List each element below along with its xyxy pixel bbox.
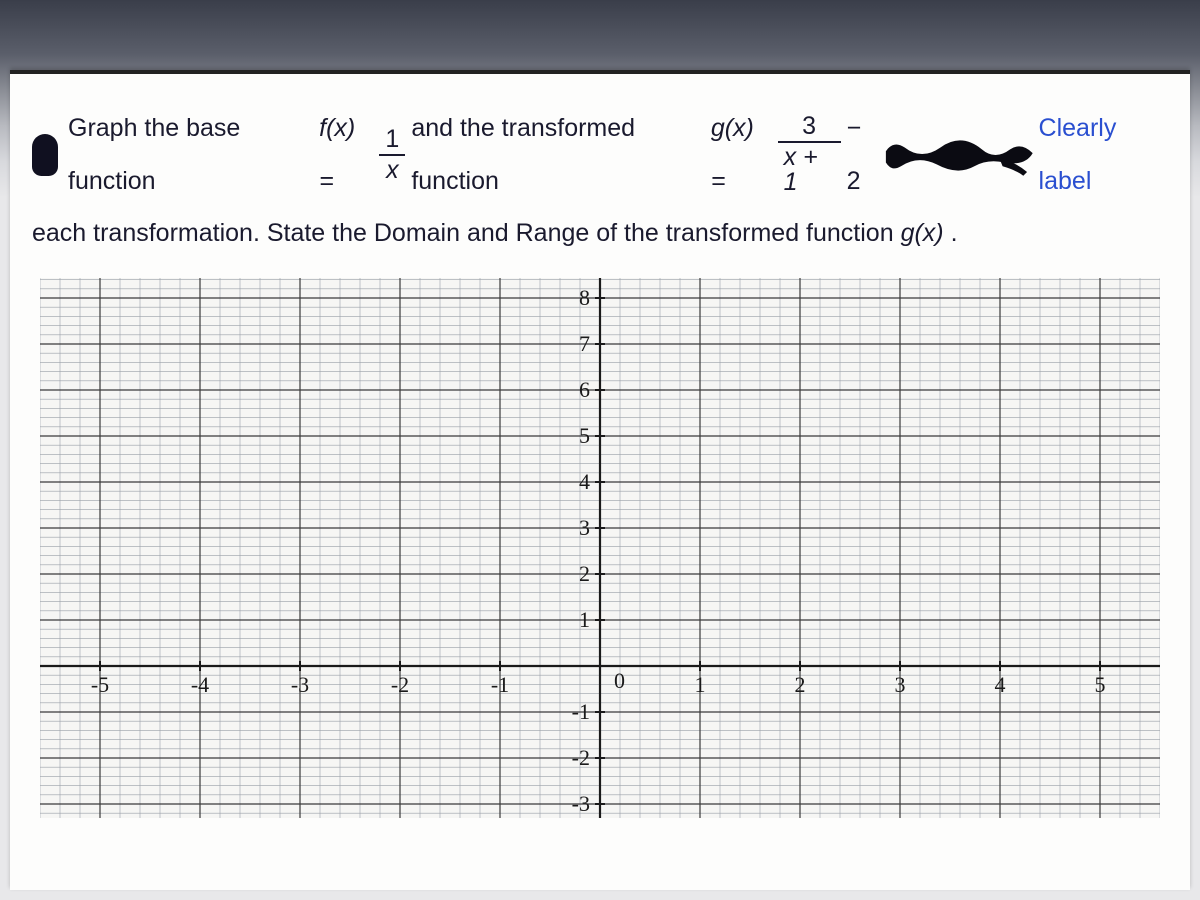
fx-lhs: f(x) = xyxy=(319,102,373,207)
y-tick-label: 2 xyxy=(579,561,590,586)
period: . xyxy=(951,219,958,247)
problem-statement: Graph the base function f(x) = 1 x and t… xyxy=(32,102,1168,260)
graph-container: -5 -4 -3 -2 -1 0 1 2 3 4 5 -3 -2 -1 1 2 3 4 5 6 7 8 xyxy=(32,278,1168,818)
coordinate-grid: -5 -4 -3 -2 -1 0 1 2 3 4 5 -3 -2 -1 1 2 3 4 5 6 7 8 xyxy=(40,278,1160,818)
y-tick-label: 3 xyxy=(579,515,590,540)
x-tick-label: 2 xyxy=(795,672,806,697)
text-clearly-label: Clearly label xyxy=(1039,102,1168,207)
x-tick-label: -3 xyxy=(291,672,309,697)
y-tick-label: -1 xyxy=(572,699,590,724)
y-tick-label: 5 xyxy=(579,423,590,448)
y-tick-label: 1 xyxy=(579,607,590,632)
x-tick-label: -5 xyxy=(91,672,109,697)
text-graph-base: Graph the base function xyxy=(68,102,319,207)
x-tick-label: -2 xyxy=(391,672,409,697)
content-area: Graph the base function f(x) = 1 x and t… xyxy=(10,74,1190,828)
y-tick-label: 4 xyxy=(579,469,590,494)
x-tick-label: 4 xyxy=(995,672,1006,697)
text-minus-2: − 2 xyxy=(847,102,880,207)
x-tick-label: -1 xyxy=(491,672,509,697)
frac-num: 1 xyxy=(379,127,405,152)
y-tick-label: -2 xyxy=(572,745,590,770)
text-and-transformed: and the transformed function xyxy=(411,102,711,207)
x-tick-label: 5 xyxy=(1095,672,1106,697)
x-tick-label: 3 xyxy=(895,672,906,697)
x-tick-label: -4 xyxy=(191,672,209,697)
y-tick-label: 8 xyxy=(579,285,590,310)
frac-den-2: x + 1 xyxy=(778,145,841,195)
origin-label: 0 xyxy=(614,668,625,693)
y-tick-label: 7 xyxy=(579,331,590,356)
fraction-1-over-x: 1 x xyxy=(379,127,405,183)
y-tick-label: 6 xyxy=(579,377,590,402)
problem-line-1: Graph the base function f(x) = 1 x and t… xyxy=(32,102,1168,207)
frac-den: x xyxy=(380,158,405,183)
x-tick-label: 1 xyxy=(695,672,706,697)
text-each-transformation: each transformation. State the Domain an… xyxy=(32,219,901,247)
fraction-3-over-xplus1: 3 x + 1 xyxy=(778,114,841,195)
bullet-icon xyxy=(32,134,58,176)
redaction-scribble-icon xyxy=(884,133,1035,177)
page-sheet: Graph the base function f(x) = 1 x and t… xyxy=(10,70,1190,890)
frac-num-2: 3 xyxy=(796,114,822,139)
gx-lhs: g(x) = xyxy=(711,102,772,207)
problem-line-2: each transformation. State the Domain an… xyxy=(32,207,1168,260)
gx-ref: g(x) xyxy=(901,219,944,247)
y-tick-label: -3 xyxy=(572,791,590,816)
